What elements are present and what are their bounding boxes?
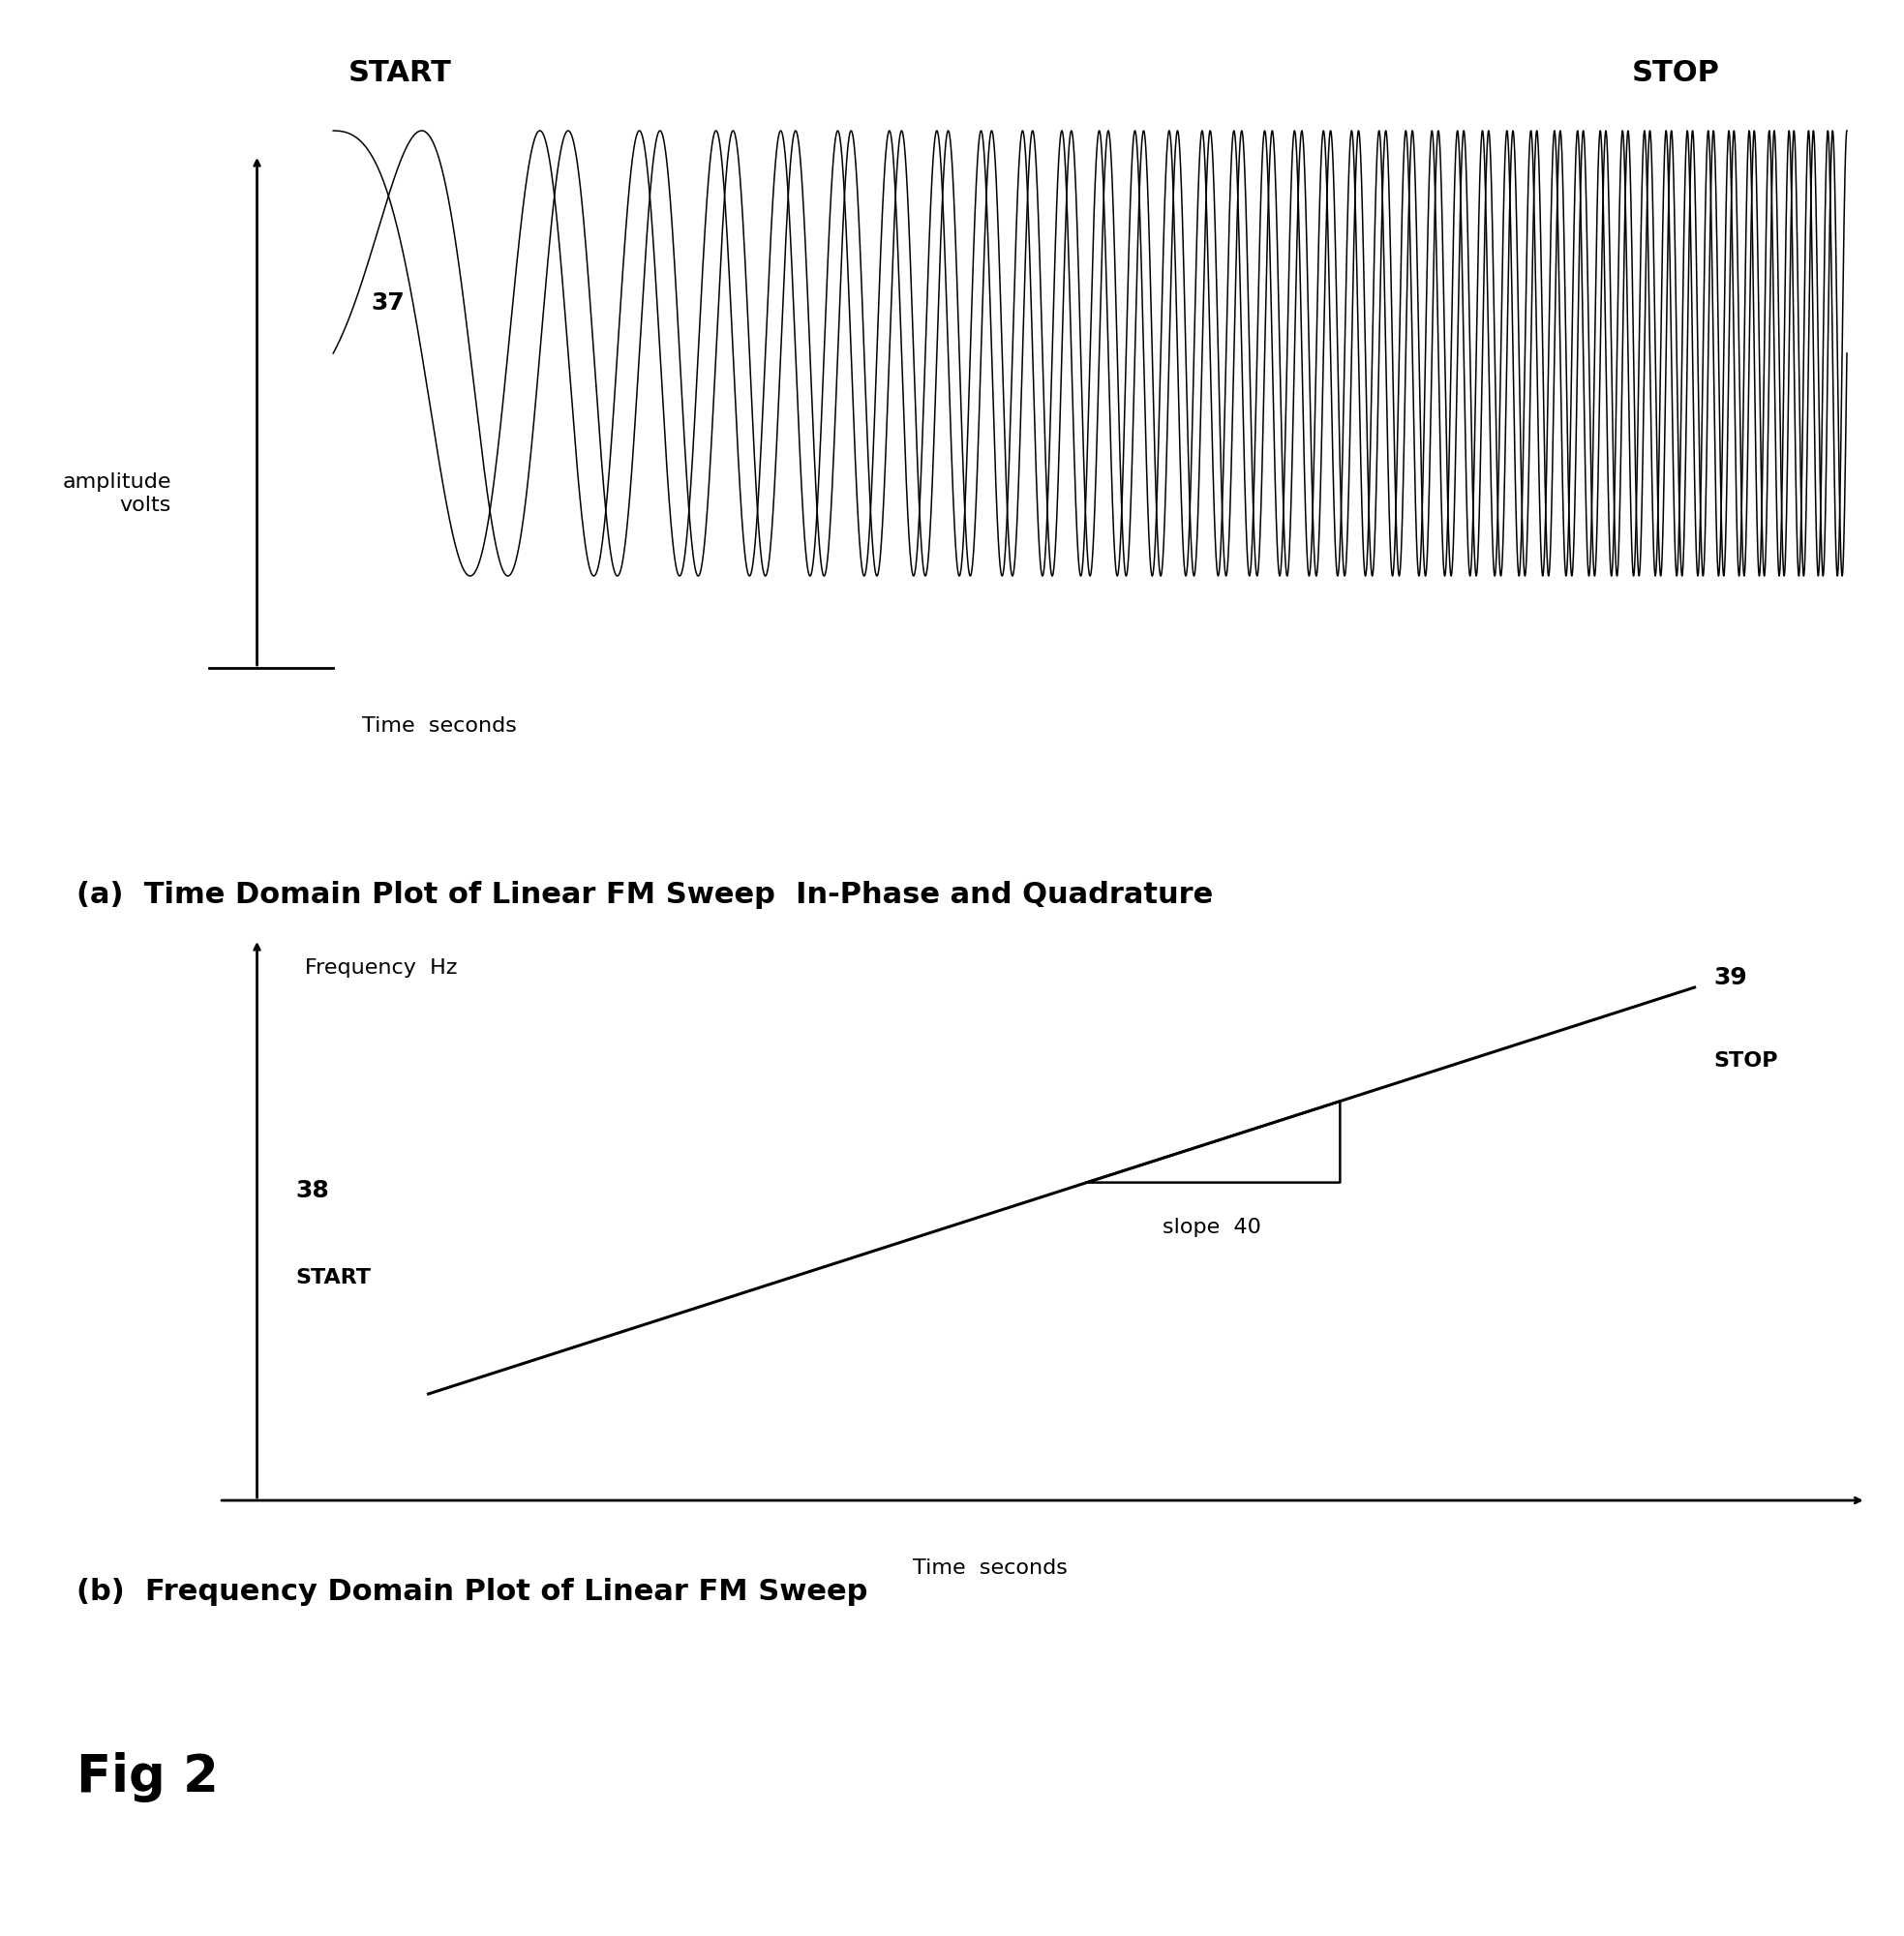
Text: Fig 2: Fig 2 [76,1752,219,1802]
Text: Time  seconds: Time seconds [912,1558,1068,1578]
Text: slope  40: slope 40 [1163,1218,1262,1237]
Text: 39: 39 [1714,966,1748,989]
Text: STOP: STOP [1632,58,1719,87]
Text: (a)  Time Domain Plot of Linear FM Sweep  In-Phase and Quadrature: (a) Time Domain Plot of Linear FM Sweep … [76,881,1213,910]
Text: 37: 37 [371,290,406,314]
Text: START: START [295,1268,371,1287]
Text: START: START [348,58,451,87]
Text: (b)  Frequency Domain Plot of Linear FM Sweep: (b) Frequency Domain Plot of Linear FM S… [76,1578,868,1607]
Text: amplitude
volts: amplitude volts [63,472,171,515]
Text: Frequency  Hz: Frequency Hz [305,958,457,978]
Text: Time  seconds: Time seconds [362,716,516,736]
Text: 38: 38 [295,1179,329,1202]
Text: STOP: STOP [1714,1051,1778,1071]
